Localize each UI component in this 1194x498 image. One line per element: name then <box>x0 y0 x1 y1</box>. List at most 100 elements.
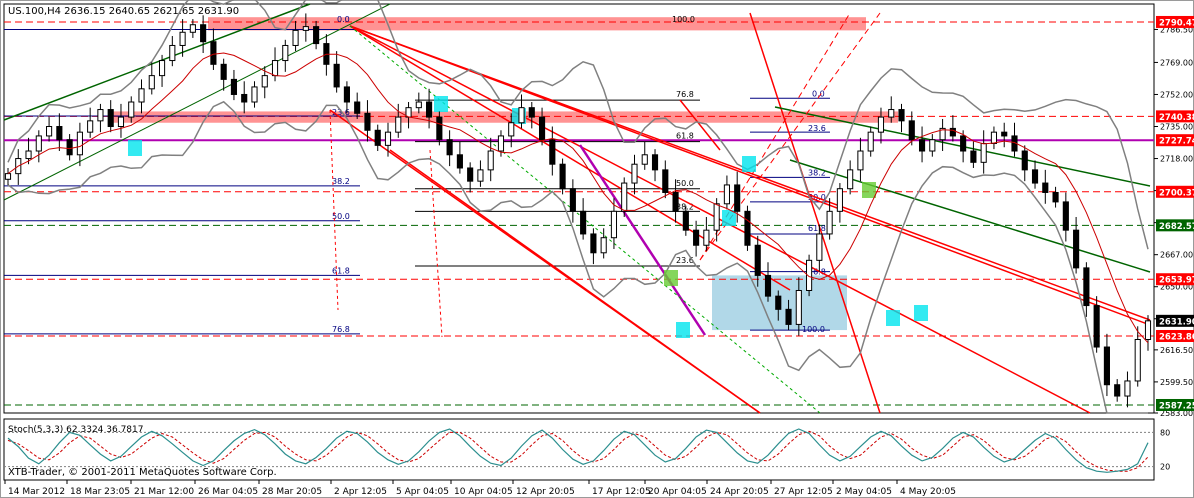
candles-layer <box>4 13 1152 408</box>
candle-body <box>446 139 453 156</box>
price-tag-label-3: 2700.37 <box>1159 188 1194 198</box>
candle-body <box>990 131 998 144</box>
candle-body <box>508 122 515 137</box>
candle-body <box>220 63 227 80</box>
candle-body <box>426 101 433 118</box>
candle-body <box>600 237 607 254</box>
candle-body <box>775 295 782 310</box>
stoch-level-label-0: 80 <box>1160 428 1170 437</box>
candle-body <box>538 116 546 141</box>
candle-body <box>888 109 895 118</box>
candle-body <box>1062 201 1069 231</box>
stochastic-pane[interactable] <box>3 418 1155 481</box>
time-label-0: 14 Mar 2012 <box>8 487 65 497</box>
candle-body <box>467 167 474 182</box>
red-dotted-line-0 <box>429 149 443 338</box>
candle-body <box>877 116 885 133</box>
candle-body <box>847 169 854 190</box>
candle-body <box>117 116 125 128</box>
channel-red-0 <box>349 25 1151 326</box>
candle-body <box>313 26 320 45</box>
candle-body <box>189 24 196 33</box>
fib-label-2: 23.6 <box>332 108 350 117</box>
red-dashed-fan-1 <box>699 12 851 261</box>
fibonacci-layer: 0.0 100.0 23.6 38.2 50.0 61.8 76.8 76.8 61.8 50.0… <box>4 15 830 335</box>
candle-body <box>210 41 217 65</box>
candle-body <box>302 26 309 31</box>
candle-body <box>693 229 700 246</box>
candle-body <box>364 112 371 131</box>
stoch-main-line <box>7 428 1149 473</box>
fib-label-15: 38.2 <box>808 168 826 177</box>
candle-body <box>682 210 689 231</box>
price-tag-label-1: 2740.38 <box>1159 113 1194 123</box>
candle-body <box>415 101 422 109</box>
candle-body <box>1031 169 1039 184</box>
channel-red-4 <box>389 149 761 414</box>
candle-body <box>723 184 730 205</box>
horizontal-lines-layer <box>4 21 1154 406</box>
candle-body <box>25 150 32 160</box>
candle-body <box>35 135 42 152</box>
candle-body <box>97 109 104 122</box>
price-tag-bg-8 <box>1156 398 1194 411</box>
magenta-trend-line <box>578 144 707 336</box>
time-label-13: 2 May 04:05 <box>836 487 892 497</box>
signal-marker-3 <box>676 322 690 338</box>
candle-body <box>436 116 443 141</box>
time-label-6: 5 Apr 04:05 <box>396 487 449 497</box>
channel-red-1 <box>349 25 1091 414</box>
candle-body <box>764 274 772 297</box>
candle-body <box>836 188 843 212</box>
fib-label-8: 61.8 <box>676 132 694 141</box>
signal-marker-6 <box>886 310 900 326</box>
price-tick-label-8: 2650.00 <box>1160 283 1193 292</box>
time-label-11: 24 Apr 20:05 <box>710 487 769 497</box>
fib-label-6: 76.8 <box>332 325 350 334</box>
symbol-ohlc-label: US.100,H4 2636.15 2640.65 2621.65 2631.9… <box>8 6 239 17</box>
stochastic-label: Stoch(5,3,3) 62.3324 36.7817 <box>8 425 143 435</box>
bollinger-layer <box>7 0 1149 414</box>
candle-body <box>559 163 566 190</box>
fib-label-13: 0.0 <box>812 89 825 98</box>
price-tick-label-2: 2752.00 <box>1160 90 1193 99</box>
stoch-signal-line <box>7 430 1149 472</box>
candle-body <box>148 75 155 90</box>
time-label-9: 17 Apr 12:05 <box>592 487 651 497</box>
price-tag-label-2: 2727.74 <box>1159 137 1194 147</box>
price-pane[interactable] <box>3 3 1155 414</box>
time-axis: 14 Mar 2012 18 Mar 23:05 21 Mar 12:00 26 Ma… <box>4 480 956 497</box>
candle-body <box>261 75 268 88</box>
price-tick-label-3: 2735.00 <box>1160 123 1193 132</box>
candle-body <box>641 154 648 165</box>
price-tag-bg-4 <box>1156 219 1194 232</box>
price-tick-label-7: 2667.00 <box>1160 251 1193 260</box>
candle-body <box>1144 320 1152 340</box>
price-tag-label-0: 2790.47 <box>1159 18 1194 28</box>
candle-body <box>949 127 956 137</box>
fib-label-10: 38.2 <box>676 202 694 211</box>
candle-body <box>662 169 669 193</box>
candle-body <box>1042 182 1049 193</box>
price-tag-label-5: 2653.97 <box>1159 276 1194 286</box>
candle-body <box>898 109 905 122</box>
fib-label-4: 50.0 <box>332 212 350 221</box>
candle-body <box>1093 305 1100 348</box>
candle-body <box>939 127 946 141</box>
candle-body <box>785 308 792 325</box>
fib-label-3: 38.2 <box>332 177 350 186</box>
candle-body <box>631 163 638 184</box>
price-tick-label-11: 2599.50 <box>1160 378 1193 387</box>
copyright-label: XTB-Trader, © 2001-2011 MetaQuotes Softw… <box>8 467 277 478</box>
signal-marker-4 <box>742 156 756 172</box>
fib-label-18: 76.8 <box>808 267 826 276</box>
candle-body <box>87 120 94 133</box>
candle-body <box>46 126 53 137</box>
bollinger-lower <box>7 100 1148 414</box>
candle-body <box>333 63 340 88</box>
price-tick-label-12: 2583.00 <box>1160 409 1193 418</box>
candle-body <box>918 139 926 152</box>
price-tag-bg-2 <box>1156 134 1194 147</box>
bollinger-upper <box>7 0 1149 250</box>
